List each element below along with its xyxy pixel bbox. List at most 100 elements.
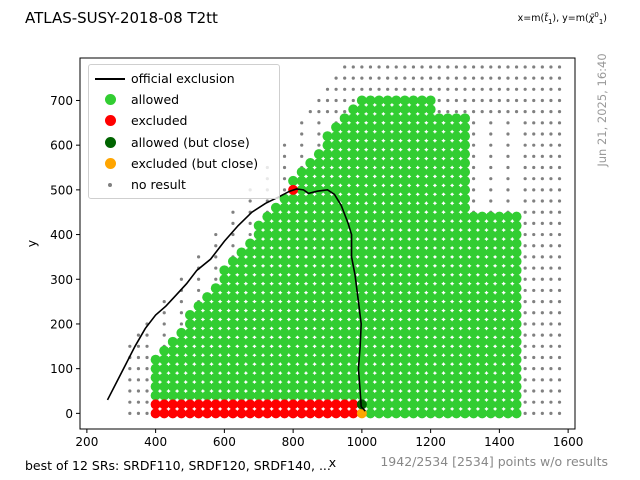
allowed-point <box>408 176 418 186</box>
allowed-point <box>323 274 333 284</box>
allowed-point <box>383 283 393 293</box>
no-result-point <box>180 311 183 314</box>
no-result-point <box>558 144 561 147</box>
no-result-point <box>541 334 544 337</box>
allowed-point <box>331 346 341 356</box>
allowed-point <box>340 122 350 132</box>
no-result-point <box>532 110 535 113</box>
allowed-point <box>417 122 427 132</box>
no-result-point <box>524 322 527 325</box>
allowed-point <box>185 382 195 392</box>
allowed-point <box>219 274 229 284</box>
allowed-point <box>288 274 298 284</box>
allowed-point <box>383 158 393 168</box>
allowed-point <box>159 346 169 356</box>
allowed-point <box>211 292 221 302</box>
allowed-point <box>323 140 333 150</box>
allowed-point <box>211 328 221 338</box>
allowed-point <box>400 382 410 392</box>
no-result-point <box>395 88 398 91</box>
allowed-point <box>460 373 470 383</box>
allowed-point <box>271 274 281 284</box>
allowed-point <box>237 265 247 275</box>
allowed-point <box>237 256 247 266</box>
excluded-point <box>194 399 204 409</box>
allowed-point <box>443 230 453 240</box>
dot-symbol-icon <box>105 115 116 126</box>
allowed-point <box>176 382 186 392</box>
allowed-point <box>219 292 229 302</box>
no-result-point <box>481 77 484 80</box>
no-result-point <box>489 188 492 191</box>
no-result-point <box>558 289 561 292</box>
no-result-point <box>326 110 329 113</box>
no-result-point <box>549 244 552 247</box>
allowed-point <box>460 230 470 240</box>
allowed-point <box>168 382 178 392</box>
allowed-point <box>494 301 504 311</box>
allowed-point <box>340 176 350 186</box>
no-result-point <box>524 211 527 214</box>
no-result-point <box>472 177 475 180</box>
allowed-point <box>417 399 427 409</box>
allowed-point <box>254 390 264 400</box>
no-result-point <box>420 65 423 68</box>
allowed-point <box>400 265 410 275</box>
allowed-point <box>383 390 393 400</box>
allowed-point <box>374 176 384 186</box>
allowed-point <box>408 319 418 329</box>
no-result-point <box>472 144 475 147</box>
allowed-point <box>340 131 350 141</box>
allowed-point <box>228 337 238 347</box>
allowed-point <box>219 301 229 311</box>
allowed-point <box>374 221 384 231</box>
no-result-point <box>558 367 561 370</box>
allowed-point <box>477 390 487 400</box>
allowed-point <box>512 247 522 257</box>
excluded-point <box>297 408 307 418</box>
allowed-point <box>451 203 461 213</box>
allowed-point <box>451 283 461 293</box>
allowed-point <box>460 283 470 293</box>
allowed-point <box>297 319 307 329</box>
allowed-point <box>348 131 358 141</box>
no-result-point <box>541 389 544 392</box>
allowed-point <box>512 399 522 409</box>
excluded-point <box>323 399 333 409</box>
allowed-point <box>357 203 367 213</box>
allowed-point <box>494 292 504 302</box>
allowed-point <box>348 176 358 186</box>
allowed-point <box>512 364 522 374</box>
allowed-point <box>417 176 427 186</box>
allowed-point <box>365 221 375 231</box>
allowed-point <box>486 247 496 257</box>
allowed-point <box>331 265 341 275</box>
allowed-point <box>494 337 504 347</box>
no-result-point <box>549 188 552 191</box>
allowed-point <box>383 113 393 123</box>
allowed-point <box>340 149 350 159</box>
allowed-point <box>305 221 315 231</box>
allowed-point <box>262 310 272 320</box>
allowed-point <box>434 212 444 222</box>
allowed-point <box>219 283 229 293</box>
allowed-point <box>194 328 204 338</box>
allowed-point <box>288 221 298 231</box>
allowed-point <box>400 292 410 302</box>
allowed-point <box>305 274 315 284</box>
allowed-point <box>202 328 212 338</box>
allowed-point <box>417 310 427 320</box>
allowed-point <box>254 328 264 338</box>
allowed-point <box>365 408 375 418</box>
allowed-point <box>417 247 427 257</box>
allowed-point <box>426 328 436 338</box>
no-result-point <box>515 99 518 102</box>
allowed-point <box>451 176 461 186</box>
no-result-point <box>489 132 492 135</box>
allowed-point <box>434 328 444 338</box>
no-result-point <box>541 132 544 135</box>
excluded-point <box>348 408 358 418</box>
allowed-point <box>477 221 487 231</box>
allowed-point <box>451 158 461 168</box>
allowed-point <box>512 408 522 418</box>
